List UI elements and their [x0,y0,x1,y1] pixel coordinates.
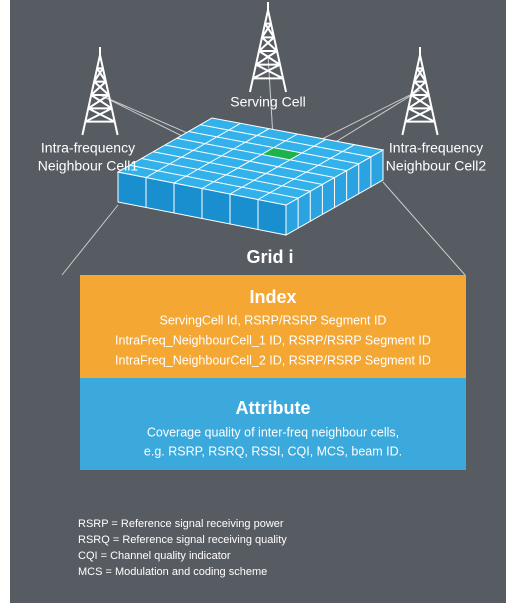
index-line: IntraFreq_NeighbourCell_2 ID, RSRP/RSRP … [115,353,431,367]
serving-cell-label: Serving Cell [230,94,305,110]
footnote: RSRP = Reference signal receiving power [78,518,284,530]
attribute-line: e.g. RSRP, RSRQ, RSSI, CQI, MCS, beam ID… [144,444,402,458]
index-line: IntraFreq_NeighbourCell_1 ID, RSRP/RSRP … [115,333,431,347]
attribute-line: Coverage quality of inter-freq neighbour… [147,425,399,439]
grid-label: Grid i [246,247,293,267]
neighbour-label: Neighbour Cell1 [38,158,139,174]
footnote: CQI = Channel quality indicator [78,550,231,562]
footnote: RSRQ = Reference signal receiving qualit… [78,534,287,546]
diagram: Serving Cell Intra-frequency Neighbour C… [0,0,514,603]
footnote: MCS = Modulation and coding scheme [78,566,267,578]
attribute-title: Attribute [236,398,311,418]
neighbour-label: Neighbour Cell2 [386,158,487,174]
index-line: ServingCell Id, RSRP/RSRP Segment ID [160,313,387,327]
neighbour-label: Intra-frequency [41,140,135,156]
neighbour-label: Intra-frequency [389,140,483,156]
index-title: Index [249,287,296,307]
